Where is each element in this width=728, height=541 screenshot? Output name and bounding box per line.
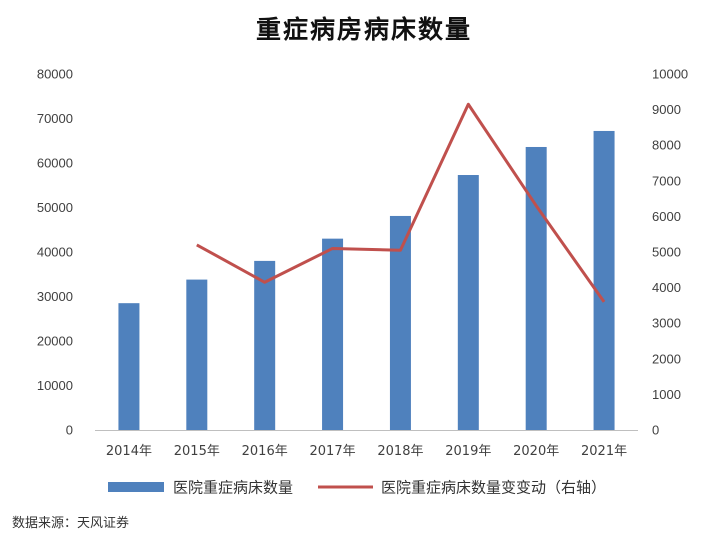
left-tick-label: 70000 — [37, 111, 73, 126]
x-tick-label: 2016年 — [242, 444, 288, 459]
bar — [525, 146, 547, 431]
x-tick-label: 2015年 — [174, 444, 220, 459]
left-tick-label: 40000 — [37, 245, 73, 260]
legend-label-line: 医院重症病床数量变变动（右轴） — [381, 479, 606, 497]
x-tick-label: 2014年 — [106, 444, 152, 459]
x-tick-label: 2021年 — [581, 444, 627, 459]
bar — [254, 260, 276, 430]
right-tick-label: 9000 — [652, 102, 681, 117]
right-tick-label: 1000 — [652, 387, 681, 402]
left-tick-label: 20000 — [37, 334, 73, 349]
x-tick-label: 2020年 — [513, 444, 559, 459]
right-tick-label: 10000 — [652, 67, 688, 82]
bar — [593, 130, 615, 430]
right-tick-label: 7000 — [652, 173, 681, 188]
bar — [322, 238, 344, 430]
right-tick-label: 4000 — [652, 280, 681, 295]
right-axis-ticks: 0 1000 2000 3000 4000 5000 6000 7000 8000 9000 100… — [652, 67, 688, 438]
left-tick-label: 80000 — [37, 67, 73, 82]
right-tick-label: 8000 — [652, 138, 681, 153]
bar-series — [118, 130, 615, 431]
legend: 医院重症病床数量 医院重症病床数量变变动（右轴） — [108, 479, 606, 497]
right-tick-label: 3000 — [652, 316, 681, 331]
x-tick-label: 2019年 — [445, 444, 491, 459]
x-tick-label: 2018年 — [377, 444, 423, 459]
bar — [389, 215, 411, 430]
left-tick-label: 10000 — [37, 378, 73, 393]
left-axis-ticks: 0 10000 20000 30000 40000 50000 60000 70000 8000… — [37, 67, 73, 438]
x-axis-ticks: 2014年 2015年 2016年 2017年 2018年 2019年 2020年 2021年 — [106, 444, 627, 459]
right-tick-label: 6000 — [652, 209, 681, 224]
bar — [186, 279, 208, 430]
source-note: 数据来源：天风证券 — [12, 516, 130, 531]
left-tick-label: 30000 — [37, 289, 73, 304]
right-tick-label: 2000 — [652, 351, 681, 366]
legend-label-bar: 医院重症病床数量 — [173, 479, 293, 497]
line-series — [196, 102, 606, 303]
left-tick-label: 0 — [66, 423, 73, 438]
right-tick-label: 0 — [652, 423, 659, 438]
left-tick-label: 60000 — [37, 156, 73, 171]
left-tick-label: 50000 — [37, 200, 73, 215]
x-tick-label: 2017年 — [310, 444, 356, 459]
chart-title: 重症病房病床数量 — [255, 15, 472, 44]
right-tick-label: 5000 — [652, 245, 681, 260]
bar — [118, 303, 140, 430]
legend-swatch-bar — [108, 482, 164, 492]
bar — [457, 175, 479, 430]
